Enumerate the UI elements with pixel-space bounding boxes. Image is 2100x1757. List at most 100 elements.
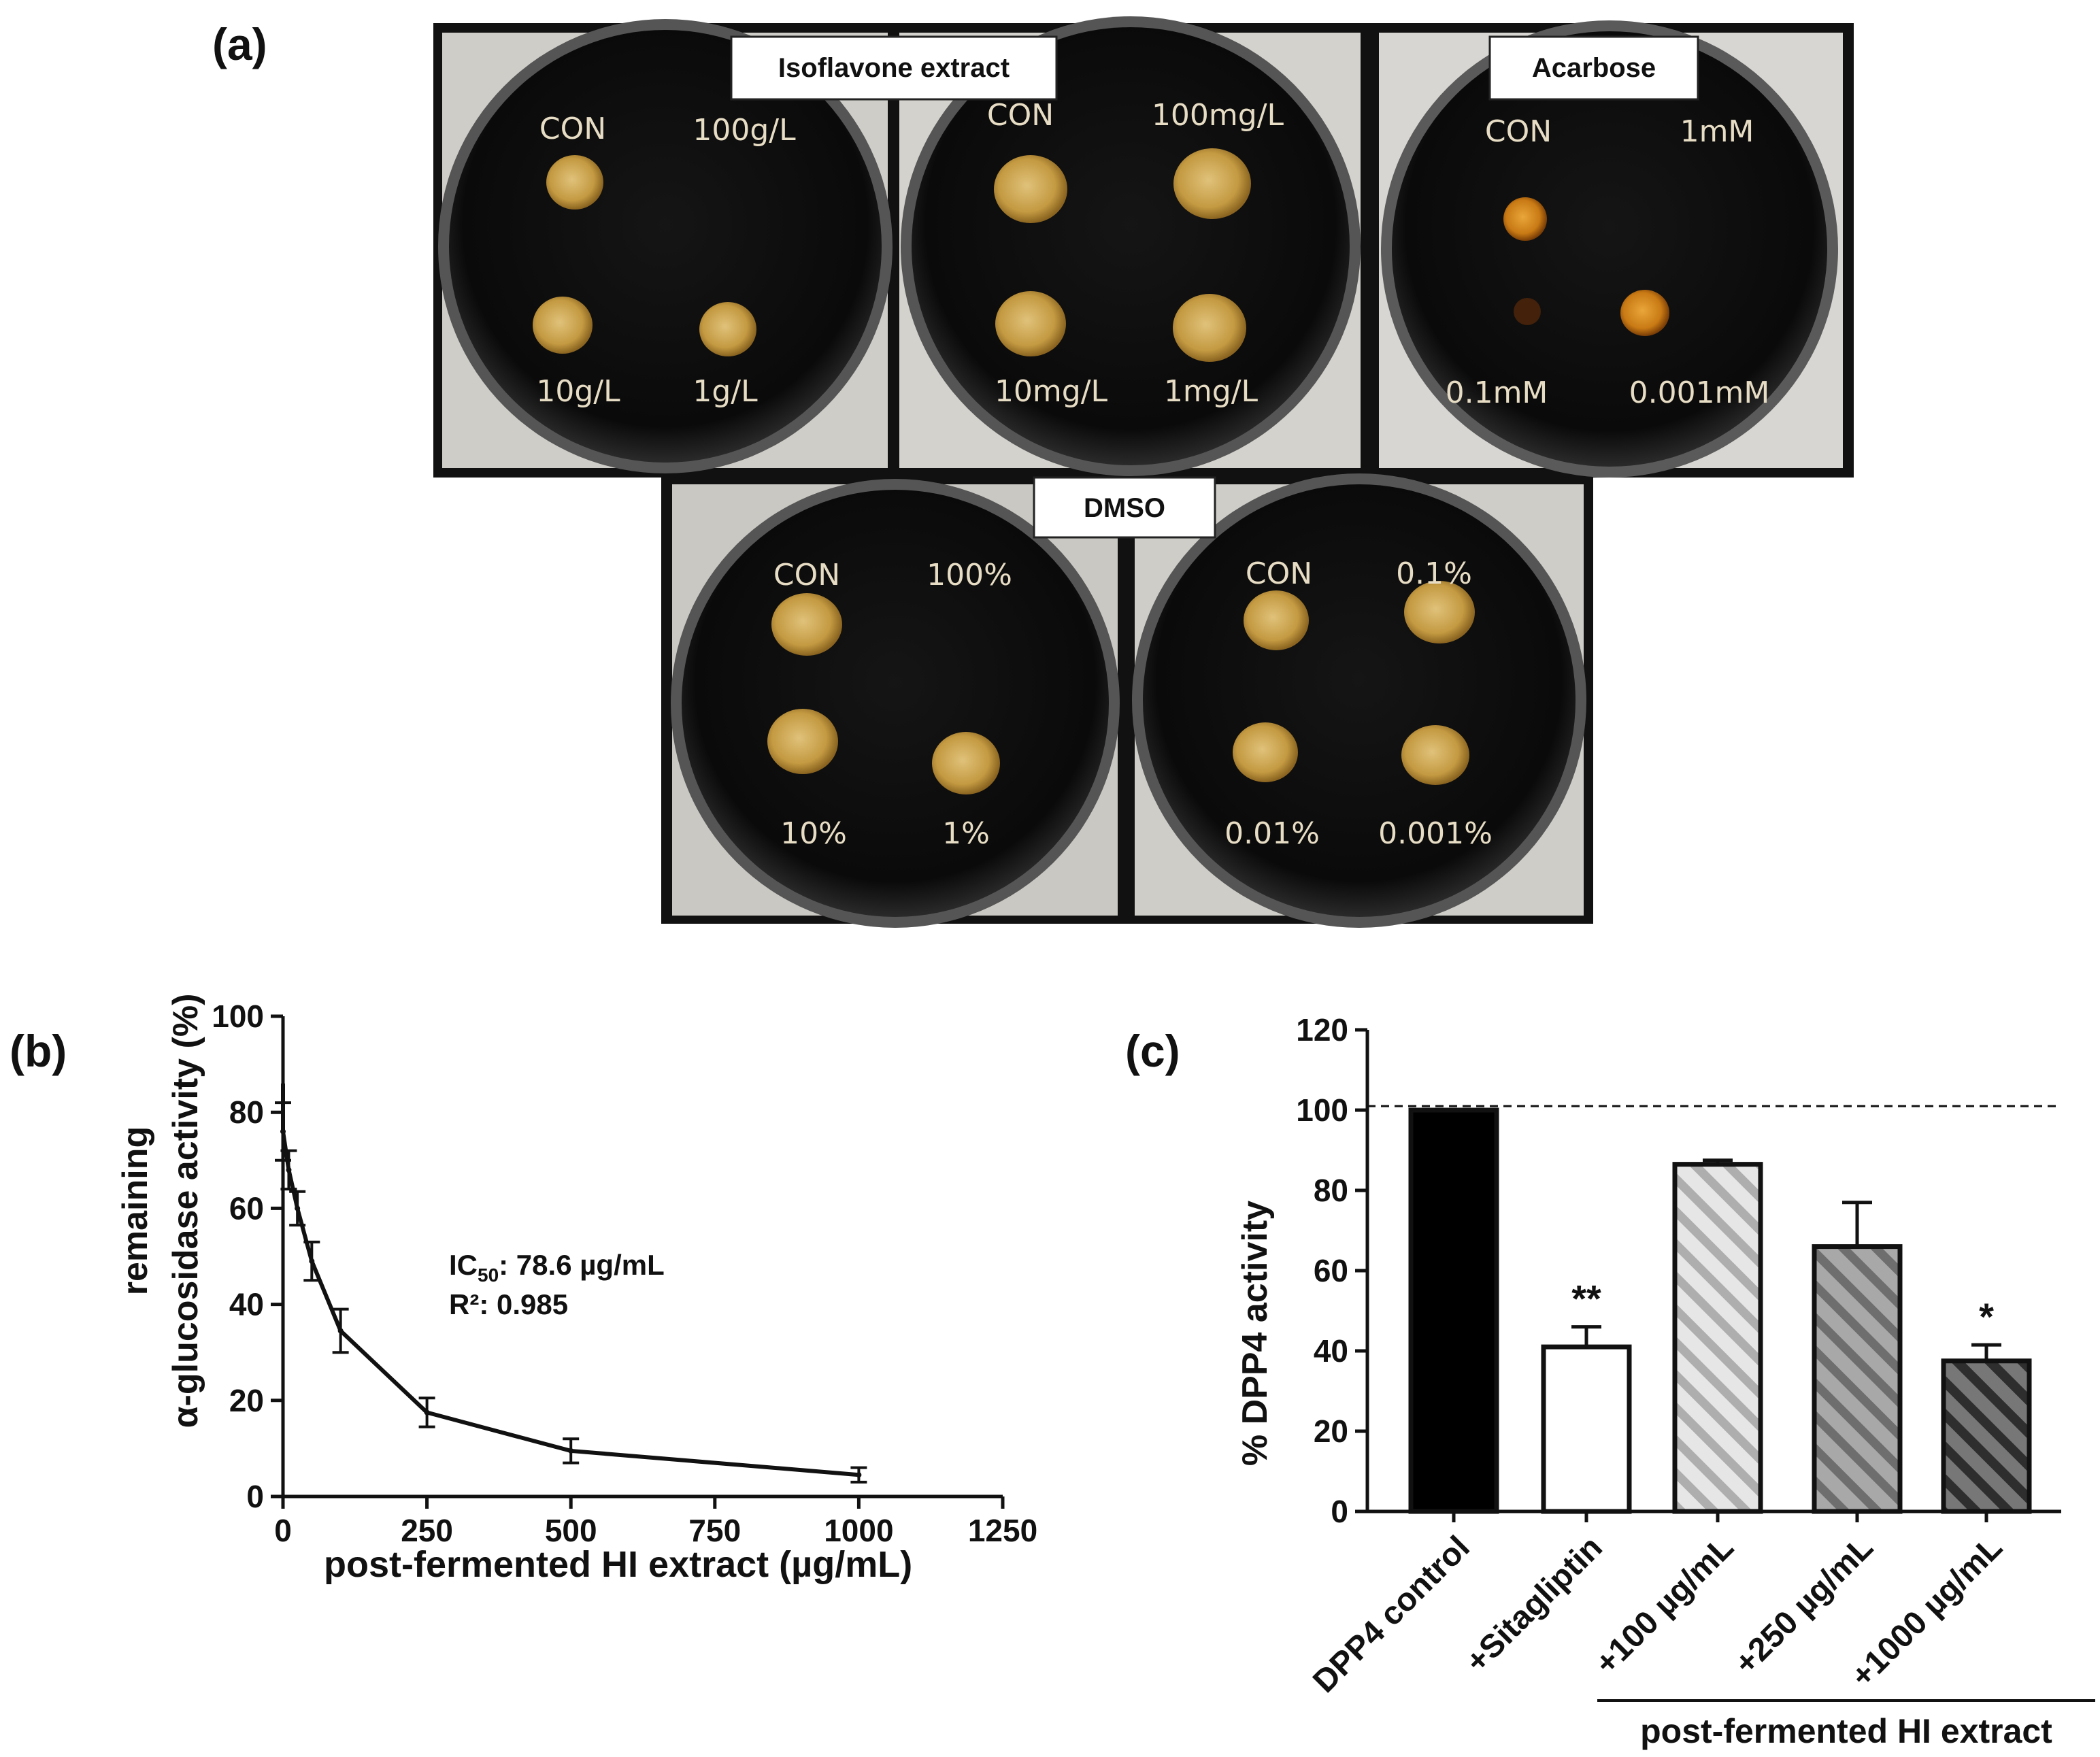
plate-5-spot-0001 (1401, 725, 1469, 785)
plate-1-label-10gl: 10g/L (536, 374, 620, 409)
b-ytick-label: 40 (229, 1287, 264, 1322)
panel-b-ylabel-line1: remaining (116, 1126, 155, 1296)
plate-2-label-100mgl: 100mg/L (1152, 98, 1284, 133)
plate-5-spot-con (1244, 590, 1309, 650)
caption-box-acarbose (1488, 35, 1699, 101)
b-data-point (856, 1472, 862, 1478)
c-ytick-label: 40 (1314, 1333, 1348, 1369)
b-xtick-label: 750 (688, 1513, 741, 1548)
caption-isoflavone: Isoflavone extract (778, 53, 1010, 83)
c-category-label: +Sitagliptin (1459, 1529, 1609, 1679)
plate-3-label-1mm: 1mM (1680, 114, 1754, 149)
b-ytick-label: 100 (212, 999, 264, 1034)
panel-c-ylabel: % DPP4 activity (1235, 1201, 1275, 1466)
plate-4-agar (682, 490, 1109, 917)
plate-2-label-1mgl: 1mg/L (1164, 374, 1259, 409)
b-ytick-label: 80 (229, 1094, 264, 1130)
c-bar (1672, 1162, 1763, 1514)
panel-c-category-labels: DPP4 control+Sitagliptin+100 µg/mL+250 µ… (1306, 1529, 2010, 1700)
caption-dmso: DMSO (1084, 493, 1165, 523)
panel-b-r2-annotation: R²: 0.985 (449, 1288, 568, 1320)
caption-acarbose: Acarbose (1532, 53, 1656, 83)
b-xtick-label: 0 (274, 1513, 292, 1548)
plate-5-spot-001 (1233, 722, 1298, 782)
panel-c-bars: ** * (1408, 1107, 2032, 1514)
c-ytick-label: 60 (1314, 1253, 1348, 1288)
plate-3-spot-01mm (1514, 298, 1541, 325)
plate-1-label-100gl: 100g/L (693, 113, 796, 148)
b-xtick-label: 500 (545, 1513, 597, 1548)
plate-3: CON 1mM 0.1mM 0.001mM (1381, 20, 1838, 478)
plate-1-label-1gl: 1g/L (693, 374, 758, 409)
panel-b-ylabel-line2: α-glucosidase activity (%) (166, 994, 205, 1428)
panel-b-xlabel: post-fermented HI extract (µg/mL) (324, 1544, 912, 1585)
b-data-point (309, 1258, 315, 1265)
b-ytick-label: 60 (229, 1190, 264, 1226)
plate-3-spot-0001mm (1620, 290, 1669, 336)
b-data-point (337, 1328, 344, 1334)
plate-1-label-con: CON (539, 112, 606, 146)
b-ytick-label: 0 (246, 1479, 264, 1514)
panel-b-ic50-sub: 50 (478, 1265, 499, 1286)
plate-5: CON 0.1% 0.01% 0.001% (1132, 473, 1586, 928)
panel-b-label: (b) (10, 1026, 67, 1076)
panel-b-ic50-value: : 78.6 µg/mL (499, 1249, 665, 1281)
plate-5-label-001: 0.01% (1224, 816, 1320, 851)
c-ytick-label: 0 (1331, 1494, 1348, 1529)
plate-2-label-10mgl: 10mg/L (995, 374, 1108, 409)
c-significance-marker: * (1979, 1295, 1994, 1338)
plate-5-agar (1143, 484, 1576, 917)
b-xtick-label: 250 (401, 1513, 453, 1548)
c-bar (1941, 1358, 2032, 1514)
c-bar (1541, 1344, 1632, 1514)
b-data-point (424, 1409, 430, 1416)
b-xtick-label: 1250 (968, 1513, 1037, 1548)
plate-4-label-con: CON (773, 558, 840, 592)
plate-3-label-con: CON (1485, 114, 1552, 149)
panel-b: (b) 0 250 500 750 1000 1250 0 20 40 60 80 100 post-… (10, 994, 1037, 1585)
plate-2-spot-con (994, 155, 1067, 223)
plate-3-agar (1392, 31, 1827, 467)
plate-4-label-10: 10% (780, 816, 847, 851)
c-ytick-label: 80 (1314, 1173, 1348, 1208)
plate-1-spot-1gl (699, 302, 756, 356)
plate-2: CON 100mg/L 10mg/L 1mg/L (901, 16, 1361, 476)
plate-4-spot-1 (932, 732, 1000, 794)
b-data-point (568, 1448, 574, 1454)
c-bar (1408, 1107, 1499, 1514)
plate-5-label-con: CON (1246, 556, 1312, 591)
panel-b-ic50-annotation: IC50: 78.6 µg/mL (449, 1249, 665, 1286)
plate-4-spot-con (771, 593, 842, 656)
plate-2-agar (912, 27, 1350, 465)
plate-1: CON 100g/L 10g/L 1g/L (438, 19, 893, 473)
plate-5-spot-01 (1404, 581, 1475, 643)
plate-1-spot-con (546, 155, 603, 210)
panel-b-ic50-prefix: IC (449, 1249, 478, 1281)
plate-5-label-0001: 0.001% (1378, 816, 1493, 851)
b-data-point (286, 1167, 292, 1173)
plate-4-spot-10 (767, 709, 838, 774)
b-xtick-label: 1000 (824, 1513, 893, 1548)
c-ytick-label: 100 (1296, 1092, 1348, 1128)
plate-2-label-con: CON (987, 98, 1054, 133)
panel-b-series (275, 1083, 867, 1484)
panel-a: (a) CON 100g/L 10g/L 1g/L (212, 16, 1854, 928)
plate-1-agar (449, 30, 882, 463)
plate-3-spot-con (1503, 197, 1547, 241)
plate-3-label-01mm: 0.1mM (1446, 375, 1548, 410)
caption-box-isoflavone (730, 35, 1058, 101)
panel-b-ticks: 0 250 500 750 1000 1250 0 20 40 60 80 100 (212, 999, 1037, 1548)
panel-c-label: (c) (1125, 1026, 1180, 1076)
panel-c-group-label: post-fermented HI extract (1640, 1712, 2052, 1750)
c-significance-marker: ** (1571, 1277, 1601, 1320)
c-bar (1812, 1244, 1903, 1514)
b-data-point (280, 1128, 286, 1135)
plate-2-spot-100mgl (1173, 148, 1251, 219)
c-ytick-label: 20 (1314, 1413, 1348, 1449)
b-ytick-label: 20 (229, 1383, 264, 1418)
plate-1-spot-10gl (533, 297, 593, 354)
plate-4: CON 100% 10% 1% (671, 479, 1120, 928)
panel-a-label: (a) (212, 19, 267, 69)
c-category-label: +100 µg/mL (1588, 1529, 1741, 1681)
